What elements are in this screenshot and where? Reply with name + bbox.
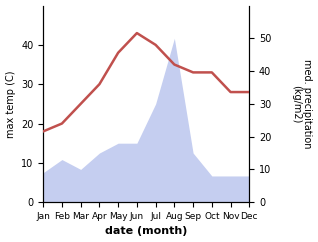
Y-axis label: max temp (C): max temp (C) xyxy=(5,70,16,138)
X-axis label: date (month): date (month) xyxy=(105,227,187,236)
Y-axis label: med. precipitation
(kg/m2): med. precipitation (kg/m2) xyxy=(291,59,313,149)
